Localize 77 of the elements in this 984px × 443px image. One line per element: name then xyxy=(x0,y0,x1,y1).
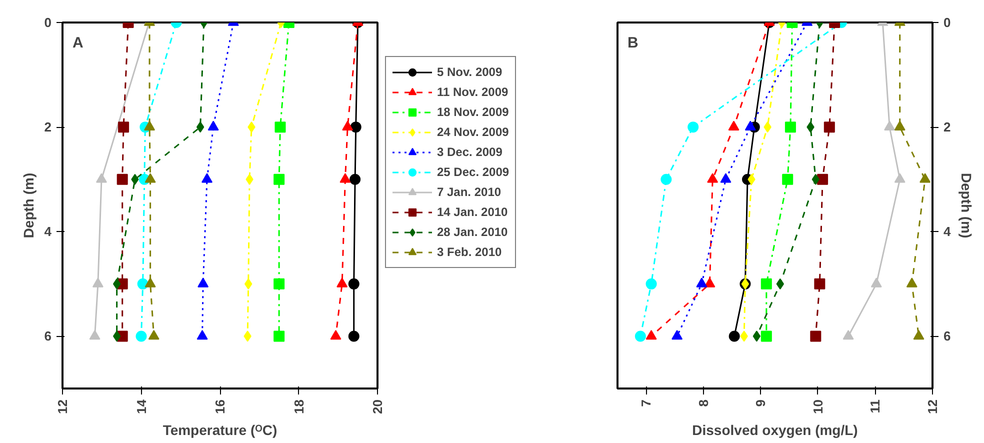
x-tick-label: 9 xyxy=(753,399,768,407)
y-tick-label: 0 xyxy=(44,15,52,30)
point xyxy=(634,330,646,342)
point xyxy=(646,330,657,340)
y-axis-title: Depth (m) xyxy=(958,172,975,238)
point xyxy=(330,330,342,340)
x-axis-title: Temperature (ᴼC) xyxy=(162,422,278,438)
point xyxy=(782,174,794,185)
x-tick-label: 16 xyxy=(212,399,228,414)
point xyxy=(274,174,285,185)
point xyxy=(646,278,657,290)
y-tick-label: 4 xyxy=(944,224,952,240)
point xyxy=(817,174,828,185)
legend-label: 25 Dec. 2009 xyxy=(437,164,510,181)
x-tick-label: 8 xyxy=(696,399,711,407)
point xyxy=(274,122,286,133)
x-tick-label: 20 xyxy=(370,399,385,414)
y-tick-label: 2 xyxy=(44,120,52,135)
point xyxy=(660,174,672,185)
x-tick-label: 18 xyxy=(291,399,306,414)
point xyxy=(810,330,822,342)
point xyxy=(116,174,128,185)
point xyxy=(348,330,360,342)
annotation: B xyxy=(628,34,638,52)
point xyxy=(198,278,209,288)
point xyxy=(274,330,285,342)
y-axis-title: Depth (m) xyxy=(20,172,36,238)
x-tick-label: 10 xyxy=(810,399,826,414)
y-tick-label: 4 xyxy=(44,224,52,240)
point xyxy=(148,330,160,340)
legend-label: 24 Nov. 2009 xyxy=(437,124,509,141)
point xyxy=(350,174,361,185)
point xyxy=(784,122,796,133)
x-tick-label: 12 xyxy=(925,399,940,414)
y-tick-label: 6 xyxy=(944,328,951,344)
point xyxy=(824,122,835,133)
x-tick-label: 7 xyxy=(638,399,654,407)
point xyxy=(136,330,147,342)
point xyxy=(842,330,854,340)
point xyxy=(870,278,882,288)
point xyxy=(728,330,740,342)
point xyxy=(144,278,156,288)
point xyxy=(196,330,208,340)
legend-label: 3 Dec. 2009 xyxy=(437,144,502,161)
legend-label: 11 Nov. 2009 xyxy=(437,84,508,101)
legend-label: 3 Feb. 2010 xyxy=(437,244,502,261)
legend-label: 28 Jan. 2010 xyxy=(437,224,508,241)
y-tick-label: 2 xyxy=(944,120,951,135)
y-tick-label: 6 xyxy=(44,328,52,344)
point xyxy=(118,122,130,133)
point xyxy=(196,122,204,133)
point xyxy=(696,278,708,288)
x-tick-label: 11 xyxy=(868,399,883,414)
point xyxy=(906,278,918,288)
legend-label: 18 Nov. 2009 xyxy=(437,104,509,121)
point xyxy=(760,330,772,342)
x-tick-label: 14 xyxy=(134,398,149,414)
x-tick-label: 12 xyxy=(55,399,70,414)
y-tick-label: 0 xyxy=(944,15,951,30)
point xyxy=(688,122,699,133)
point xyxy=(814,278,826,290)
legend-label: 14 Jan. 2010 xyxy=(437,204,508,221)
point xyxy=(89,330,100,340)
point xyxy=(336,278,348,288)
point xyxy=(752,330,761,342)
point xyxy=(92,278,104,288)
annotation: A xyxy=(72,34,84,52)
x-axis-title: Dissolved oxygen (mg/L) xyxy=(692,422,858,438)
point xyxy=(350,122,362,133)
point xyxy=(704,278,716,288)
point xyxy=(672,330,683,340)
legend-label: 5 Nov. 2009 xyxy=(437,64,502,81)
legend-label: 7 Jan. 2010 xyxy=(437,184,502,201)
point xyxy=(348,278,360,290)
point xyxy=(274,278,285,290)
point xyxy=(913,330,924,340)
point xyxy=(760,278,772,290)
